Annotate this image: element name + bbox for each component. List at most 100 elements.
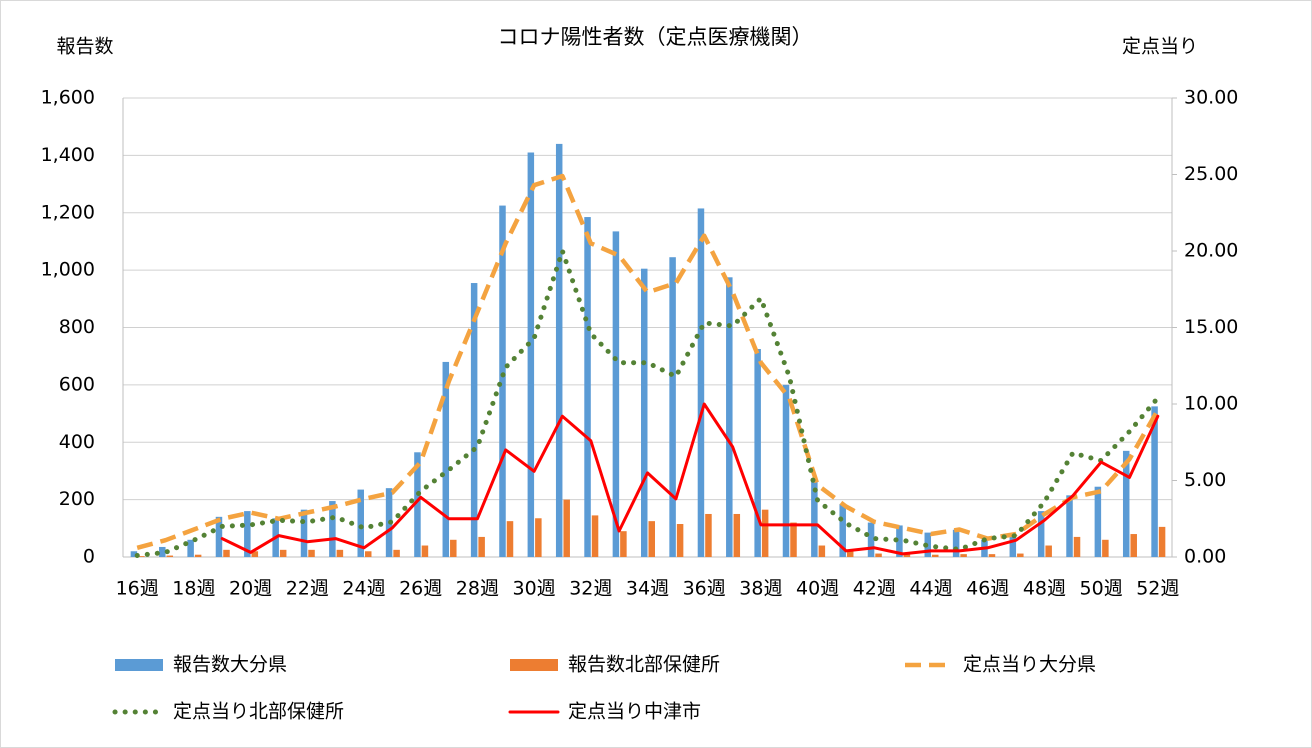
bar [279, 549, 287, 557]
chart-title: コロナ陽性者数（定点医療機関） [498, 25, 813, 49]
y2-tick-label: 20.00 [1184, 240, 1238, 262]
bar [1122, 450, 1130, 557]
bar [591, 515, 599, 557]
x-tick-label: 46週 [966, 578, 1009, 600]
bar [754, 349, 761, 557]
legend-swatch [510, 659, 558, 671]
bar [584, 217, 591, 557]
bar [251, 551, 259, 557]
bar [1151, 406, 1158, 557]
bar [470, 283, 478, 557]
bar [839, 503, 846, 557]
bar [790, 522, 797, 557]
y2-tick-label: 0.00 [1184, 546, 1226, 568]
bar [442, 361, 450, 557]
bar [1073, 536, 1081, 557]
bar [875, 553, 882, 557]
bar [357, 489, 364, 557]
x-tick-label: 50週 [1080, 578, 1123, 600]
bar [393, 549, 400, 557]
bar [1045, 545, 1052, 557]
line-series [220, 402, 1160, 556]
bar [478, 536, 485, 557]
x-tick-label: 22週 [286, 578, 329, 600]
bar [223, 549, 230, 557]
bar [527, 152, 535, 557]
x-tick-label: 40週 [796, 578, 839, 600]
line-series [136, 173, 1160, 550]
bar [1130, 534, 1137, 557]
x-tick-label: 20週 [229, 578, 272, 600]
bar [705, 513, 712, 557]
y-tick-label: 1,000 [41, 259, 95, 281]
y2-tick-label: 10.00 [1184, 393, 1238, 415]
y-tick-label: 600 [59, 373, 95, 395]
bar [450, 539, 457, 557]
bar [563, 499, 570, 557]
y-tick-label: 800 [59, 316, 95, 338]
bar [1094, 486, 1102, 557]
x-tick-label: 34週 [626, 578, 669, 600]
bar [960, 554, 967, 557]
legend-label: 定点当り大分県 [963, 654, 1096, 676]
bar [818, 545, 826, 557]
bar [811, 479, 818, 557]
bar [697, 208, 705, 557]
bar [244, 511, 251, 557]
y2-tick-label: 15.00 [1184, 316, 1238, 338]
bar [499, 205, 506, 557]
y-tick-label: 200 [59, 488, 95, 510]
x-tick-label: 30週 [513, 578, 556, 600]
bar [506, 521, 514, 557]
x-tick-label: 44週 [909, 578, 952, 600]
legend-label: 報告数北部保健所 [568, 654, 720, 676]
bar [1066, 495, 1073, 557]
x-tick-label: 38週 [739, 578, 782, 600]
y2-tick-label: 30.00 [1184, 87, 1238, 109]
y-tick-label: 1,600 [41, 87, 95, 109]
bar [761, 509, 769, 557]
bar [726, 277, 733, 557]
y2-tick-label: 5.00 [1184, 469, 1226, 491]
bar [988, 554, 996, 557]
y-tick-label: 1,200 [41, 201, 95, 223]
bar [903, 554, 911, 557]
bar [1037, 511, 1045, 557]
bar [166, 555, 174, 557]
bar [782, 384, 790, 557]
bar [846, 549, 854, 557]
bar [648, 521, 655, 557]
x-tick-label: 16週 [116, 578, 159, 600]
bar [1158, 526, 1166, 557]
bar [329, 501, 336, 557]
bar [414, 452, 421, 557]
x-tick-label: 36週 [683, 578, 726, 600]
bar [308, 549, 315, 557]
bar [932, 554, 939, 557]
bar [336, 549, 344, 557]
bar [641, 268, 648, 557]
bar [187, 539, 194, 557]
bar [421, 545, 429, 557]
bar [300, 509, 308, 557]
bar [130, 551, 138, 557]
bar [867, 522, 875, 557]
bar [676, 524, 684, 557]
x-tick-label: 18週 [172, 578, 215, 600]
x-tick-label: 32週 [569, 578, 612, 600]
bar [733, 513, 741, 557]
x-tick-label: 42週 [853, 578, 896, 600]
bar [612, 231, 620, 557]
x-tick-label: 52週 [1136, 578, 1179, 600]
legend-label: 定点当り北部保健所 [173, 701, 344, 723]
bar [215, 516, 223, 557]
bar [896, 525, 903, 557]
x-tick-label: 28週 [456, 578, 499, 600]
bar [138, 556, 145, 557]
legend-swatch [115, 659, 163, 671]
y-tick-label: 0 [83, 546, 95, 568]
bar [535, 518, 542, 557]
bar [952, 529, 960, 557]
